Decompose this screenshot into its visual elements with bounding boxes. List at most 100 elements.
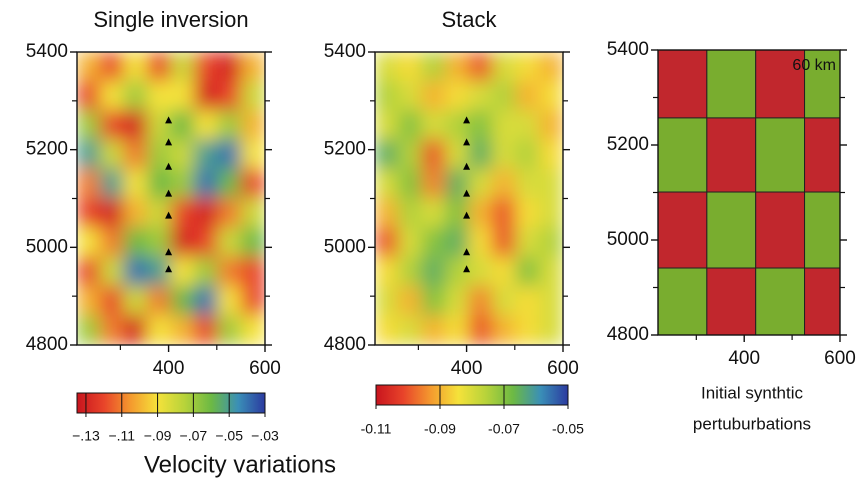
heatmap-cell <box>539 80 563 112</box>
annotation: 60 km <box>792 57 836 74</box>
heatmap-cells <box>77 52 265 345</box>
station-marker <box>165 211 173 219</box>
checker-cell <box>706 191 757 269</box>
heatmap-cell <box>217 315 242 345</box>
heatmap-cell <box>194 198 219 229</box>
heatmap-cell <box>100 80 125 112</box>
heatmap-cell <box>194 80 219 112</box>
x-tick-label: 600 <box>547 358 579 379</box>
colorbar-tick-label: −.11 <box>108 428 135 444</box>
heatmap-cell <box>123 52 148 82</box>
y-tick-label: 5400 <box>607 39 649 60</box>
colorbar <box>76 392 266 414</box>
colorbar-tick-label: -0.11 <box>361 421 392 437</box>
y-tick-label: 5400 <box>26 41 68 62</box>
heatmap-cell <box>468 315 493 345</box>
heatmap <box>77 52 265 345</box>
heatmap-cell <box>170 256 195 287</box>
heatmap-cell <box>468 110 493 141</box>
heatmap-cell <box>100 227 125 258</box>
y-tick-label: 5200 <box>26 139 68 160</box>
heatmap-cell <box>217 198 242 229</box>
heatmap-cell <box>217 285 242 317</box>
heatmap-cell <box>515 139 540 170</box>
heatmap-cell <box>241 256 265 287</box>
heatmap-cell <box>539 227 563 258</box>
heatmap-cell <box>375 80 399 112</box>
heatmap-cell <box>170 52 195 82</box>
heatmap-cell <box>515 315 540 345</box>
station-marker <box>165 265 173 273</box>
heatmap-cell <box>421 285 446 317</box>
station-marker <box>165 189 173 197</box>
heatmap-cell <box>375 285 399 317</box>
heatmap-cell <box>375 227 399 258</box>
colorbar-tick-label: −.13 <box>72 428 100 444</box>
heatmap-cell <box>170 315 195 345</box>
heatmap-cell <box>492 256 517 287</box>
checker-cell <box>706 267 757 336</box>
heatmap-cell <box>421 52 446 82</box>
y-tick-label: 5400 <box>324 41 366 62</box>
heatmap-cell <box>100 198 125 229</box>
heatmap-cell <box>100 168 125 199</box>
heatmap-cell <box>492 198 517 229</box>
heatmap-cell <box>539 285 563 317</box>
heatmap-cell <box>170 285 195 317</box>
x-tick-label: 400 <box>153 358 185 379</box>
heatmap-cell <box>194 256 219 287</box>
heatmap-cell <box>241 315 265 345</box>
heatmap-cell <box>492 227 517 258</box>
checker-cell <box>804 117 841 193</box>
heatmap-cell <box>398 285 423 317</box>
heatmap-cell <box>170 227 195 258</box>
station-marker <box>165 116 173 124</box>
heatmap-cell <box>375 198 399 229</box>
heatmap-cell <box>539 110 563 141</box>
heatmap-cell <box>100 110 125 141</box>
x-tick-label: 600 <box>824 348 856 369</box>
heatmap-cell <box>421 80 446 112</box>
heatmap-cell <box>147 285 172 317</box>
heatmap-cell <box>100 139 125 170</box>
heatmap-cell <box>492 168 517 199</box>
heatmap-cell <box>241 52 265 82</box>
heatmap-cells <box>375 52 563 345</box>
heatmap-cell <box>468 198 493 229</box>
x-tick-label: 400 <box>728 348 760 369</box>
heatmap-cell <box>170 110 195 141</box>
heatmap-cell <box>421 198 446 229</box>
heatmap-cell <box>147 110 172 141</box>
heatmap-cell <box>468 227 493 258</box>
heatmap-cell <box>100 256 125 287</box>
heatmap-cell <box>217 110 242 141</box>
checker-cell <box>755 117 806 193</box>
checker-cell <box>657 117 708 193</box>
x-axis-label: pertuburbations <box>693 414 811 433</box>
colorbar-tick-label: −.05 <box>215 428 243 444</box>
heatmap-cell <box>445 110 470 141</box>
heatmap-cell <box>170 139 195 170</box>
heatmap-cell <box>77 227 101 258</box>
heatmap-cell <box>194 168 219 199</box>
heatmap-cell <box>515 110 540 141</box>
heatmap-cell <box>100 285 125 317</box>
heatmap-cell <box>123 168 148 199</box>
heatmap-cell <box>445 315 470 345</box>
heatmap-cell <box>147 198 172 229</box>
heatmap-cell <box>445 80 470 112</box>
heatmap-cell <box>217 52 242 82</box>
heatmap-cell <box>421 227 446 258</box>
heatmap-cell <box>445 285 470 317</box>
heatmap-cell <box>398 315 423 345</box>
heatmap-cell <box>468 52 493 82</box>
panel-title: Stack <box>441 7 497 32</box>
heatmap-cell <box>398 168 423 199</box>
colorbar-tick-label: -0.09 <box>424 421 456 437</box>
checker-cell <box>804 267 841 336</box>
heatmap-cell <box>194 285 219 317</box>
heatmap-cell <box>77 52 101 82</box>
colorbar-tick-label: -0.07 <box>488 421 520 437</box>
heatmap-cell <box>217 80 242 112</box>
heatmap-cell <box>468 256 493 287</box>
